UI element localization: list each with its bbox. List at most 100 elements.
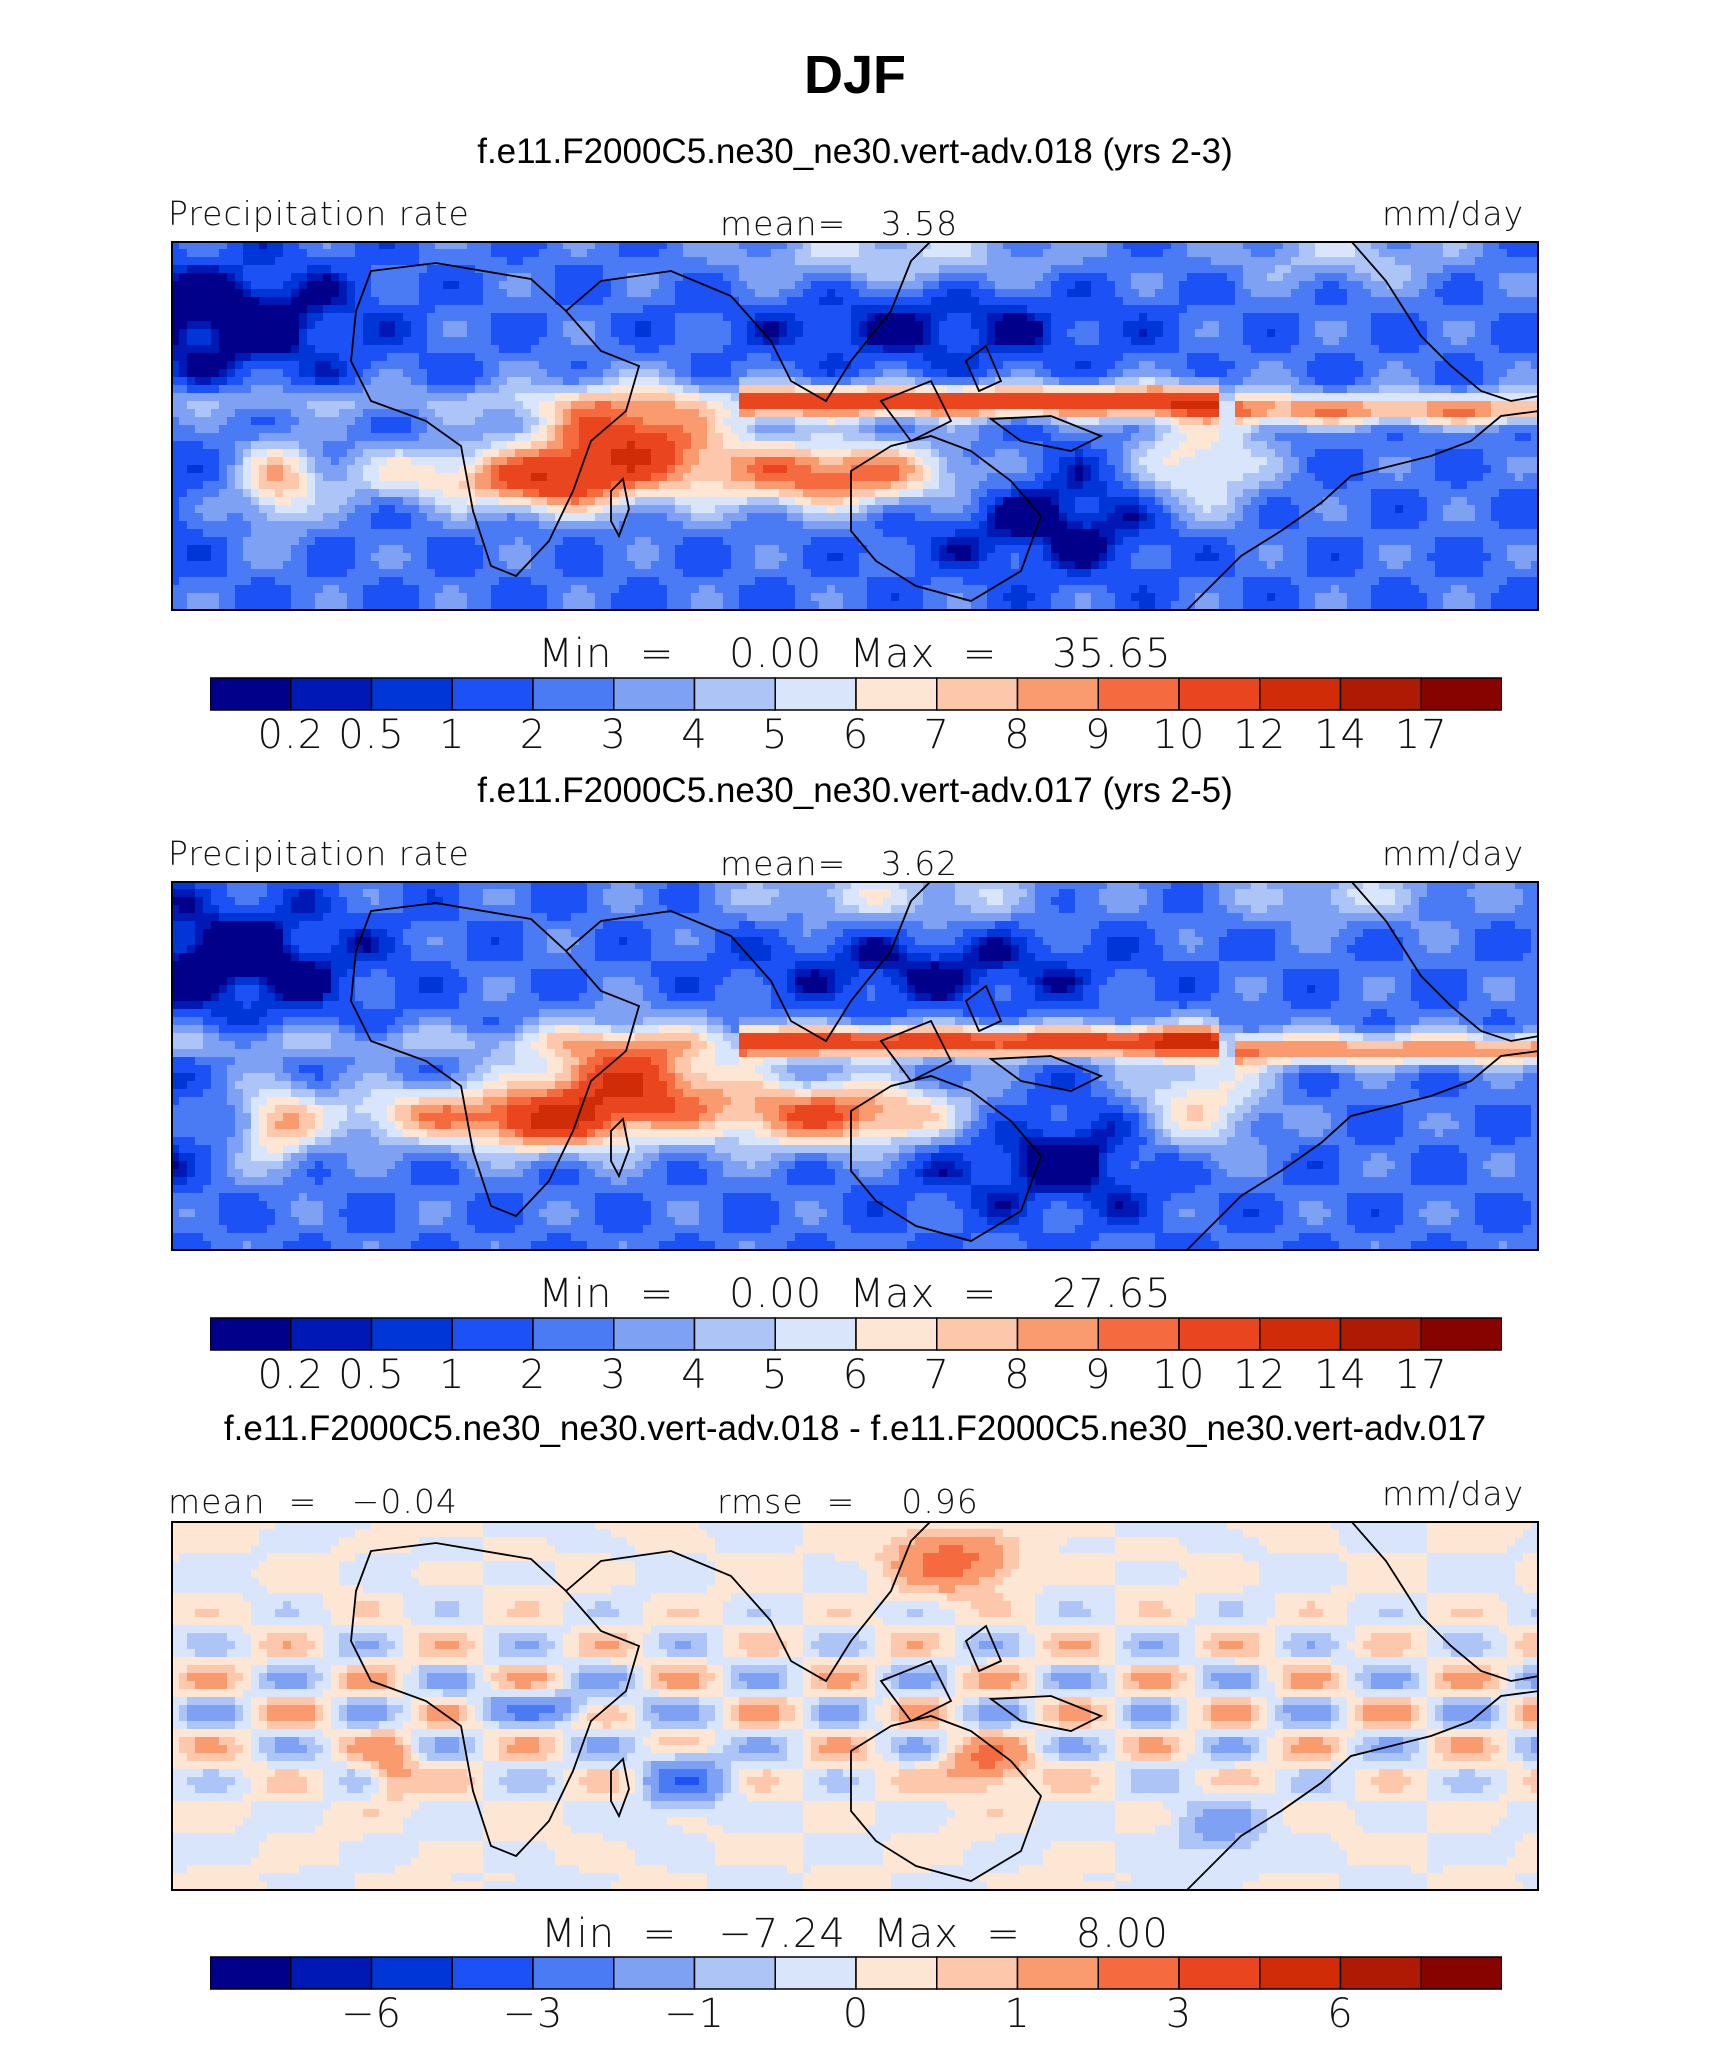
- coastline: [964, 1624, 1003, 1673]
- coastline: [1350, 241, 1539, 402]
- colorbar-tick-label: 3: [1129, 1991, 1229, 2037]
- colorbar-tick-label: 8: [968, 712, 1068, 758]
- panel-1-mean-label: mean= 3.58: [720, 204, 958, 243]
- colorbar-tick-label: −3: [483, 1991, 583, 2037]
- panel-2-mean-label: mean= 3.62: [720, 844, 958, 883]
- panel-3-map: [171, 1521, 1539, 1891]
- colorbar-box: [1420, 1956, 1502, 1990]
- colorbar-box: [774, 677, 857, 711]
- panel-2-min-max: Min = 0.00 Max = 27.65: [0, 1271, 1710, 1317]
- colorbar-tick-label: 10: [1129, 712, 1229, 758]
- coastline: [879, 379, 953, 443]
- panel-1-min-max: Min = 0.00 Max = 35.65: [0, 631, 1710, 677]
- colorbar-tick-label: 14: [1291, 712, 1391, 758]
- colorbar-box: [1097, 1317, 1180, 1351]
- coastline: [850, 435, 1043, 602]
- colorbar-box: [370, 677, 453, 711]
- colorbar-tick-label: 14: [1291, 1352, 1391, 1398]
- colorbar-box: [613, 677, 696, 711]
- coastline: [850, 1715, 1043, 1882]
- panel-2-colorbar-ticks: 0.2 0.5 1 2 3 4 5 6 7 8 9 10 12 14 17: [210, 1352, 1502, 1404]
- panel-1-title: f.e11.F2000C5.ne30_ne30.vert-adv.018 (yr…: [0, 132, 1710, 172]
- colorbar-tick-label: 6: [1291, 1991, 1391, 2037]
- colorbar-tick-label: 10: [1129, 1352, 1229, 1398]
- colorbar-tick-label: 2: [483, 712, 583, 758]
- panel-3-rmse-label: rmse = 0.96: [717, 1482, 979, 1521]
- colorbar-tick-label: 2: [483, 1352, 583, 1398]
- panel-1-units-label: mm/day: [1382, 194, 1524, 233]
- colorbar-box: [1339, 1956, 1422, 1990]
- colorbar-box: [370, 1317, 453, 1351]
- colorbar-tick-label: 5: [725, 1352, 825, 1398]
- colorbar-box: [1178, 1956, 1261, 1990]
- coastline: [1185, 1690, 1539, 1891]
- colorbar-box: [210, 677, 292, 711]
- colorbar-box: [855, 1956, 938, 1990]
- colorbar-box: [693, 1956, 776, 1990]
- colorbar-box: [936, 1317, 1019, 1351]
- colorbar-tick-label: 6: [806, 1352, 906, 1398]
- colorbar-tick-label: 9: [1048, 712, 1148, 758]
- colorbar-box: [936, 1956, 1019, 1990]
- colorbar-box: [532, 1317, 615, 1351]
- colorbar-tick-label: −1: [645, 1991, 745, 2037]
- colorbar-box: [210, 1317, 292, 1351]
- colorbar-tick-label: 3: [564, 1352, 664, 1398]
- coastline: [1185, 1050, 1539, 1251]
- panel-1-colorbar-ticks: 0.2 0.5 1 2 3 4 5 6 7 8 9 10 12 14 17: [210, 712, 1502, 764]
- colorbar-box: [613, 1956, 696, 1990]
- coastline: [964, 344, 1003, 393]
- colorbar-box: [1016, 1956, 1099, 1990]
- colorbar-tick-label: 17: [1371, 1352, 1471, 1398]
- colorbar-tick-label: 1: [968, 1991, 1068, 2037]
- colorbar-tick-label: 9: [1048, 1352, 1148, 1398]
- colorbar-tick-label: 7: [887, 712, 987, 758]
- colorbar-box: [1178, 677, 1261, 711]
- colorbar-tick-label: 0.2: [241, 712, 341, 758]
- colorbar-box: [1259, 1317, 1342, 1351]
- colorbar-tick-label: 6: [806, 712, 906, 758]
- panel-1-variable-label: Precipitation rate: [168, 194, 470, 233]
- colorbar-box: [774, 1956, 857, 1990]
- colorbar-tick-label: 4: [645, 712, 745, 758]
- colorbar-box: [1097, 1956, 1180, 1990]
- panel-2-map: [171, 881, 1539, 1251]
- colorbar-box: [855, 677, 938, 711]
- colorbar-tick-label: 17: [1371, 712, 1471, 758]
- colorbar-box: [532, 1956, 615, 1990]
- panel-2-title: f.e11.F2000C5.ne30_ne30.vert-adv.017 (yr…: [0, 771, 1710, 811]
- colorbar-box: [855, 1317, 938, 1351]
- colorbar-tick-label: 3: [564, 712, 664, 758]
- colorbar-tick-label: 5: [725, 712, 825, 758]
- colorbar-box: [451, 1317, 534, 1351]
- map-frame: [171, 1521, 1539, 1891]
- coastline: [988, 415, 1104, 452]
- colorbar-box: [613, 1317, 696, 1351]
- colorbar-box: [1016, 677, 1099, 711]
- coastline: [565, 1521, 932, 1683]
- panel-2-colorbar: [210, 1317, 1502, 1351]
- colorbar-box: [370, 1956, 453, 1990]
- contour-fill: [171, 881, 1539, 1251]
- colorbar-box: [1097, 677, 1180, 711]
- coastline: [879, 1019, 953, 1083]
- map-frame: [171, 881, 1539, 1251]
- colorbar-tick-label: 12: [1210, 1352, 1310, 1398]
- contour-fill: [171, 241, 1539, 611]
- colorbar-box: [1420, 677, 1502, 711]
- panel-3-min-max: Min = −7.24 Max = 8.00: [0, 1911, 1710, 1957]
- panel-1-colorbar: [210, 677, 1502, 711]
- colorbar-box: [1259, 677, 1342, 711]
- coastline: [988, 1695, 1104, 1732]
- coastline: [1350, 881, 1539, 1042]
- panel-1-map: [171, 241, 1539, 611]
- panel-3-colorbar-ticks: −6 −3 −1 0 1 3 6: [210, 1991, 1502, 2043]
- colorbar-box: [1420, 1317, 1502, 1351]
- colorbar-box: [1339, 677, 1422, 711]
- colorbar-tick-label: 1: [402, 712, 502, 758]
- contour-fill: [171, 1521, 1539, 1891]
- coastline: [610, 477, 630, 539]
- colorbar-tick-label: 7: [887, 1352, 987, 1398]
- colorbar-box: [1178, 1317, 1261, 1351]
- map-frame: [171, 241, 1539, 611]
